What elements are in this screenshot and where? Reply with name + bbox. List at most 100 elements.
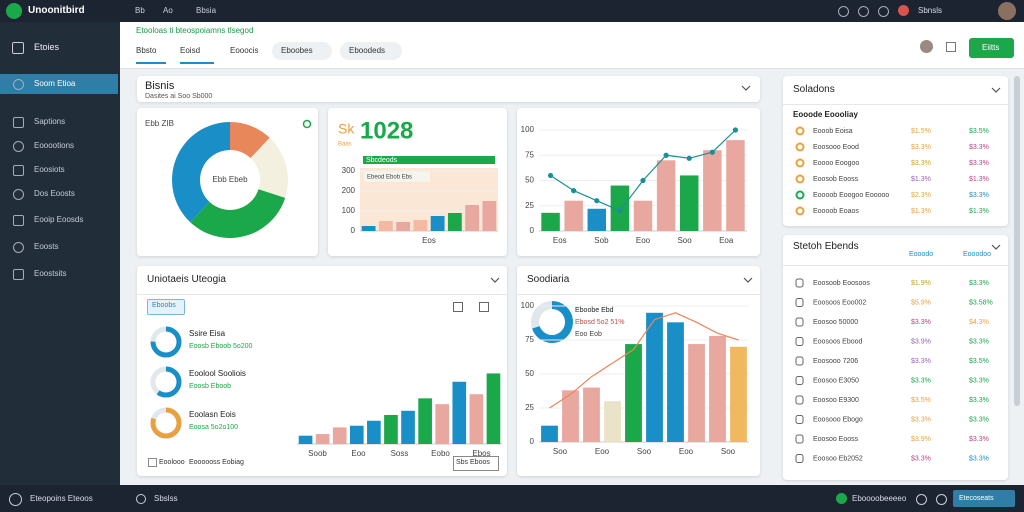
kpi-caption: Baas: [338, 142, 352, 148]
header-button[interactable]: [969, 38, 1014, 58]
y-tick-label: 0: [351, 226, 356, 235]
top-icon[interactable]: [838, 6, 849, 17]
y-tick-label: 100: [521, 125, 535, 134]
bar: [541, 425, 558, 442]
bar: [709, 335, 726, 442]
top-link[interactable]: Bb: [135, 6, 145, 15]
segments-card: Eboobe Ebd Ebosd 5o2 51% Eoo Eob 0 25 50 75 100…: [517, 266, 760, 476]
tab-pill[interactable]: [272, 42, 332, 60]
chevron: [741, 85, 751, 91]
overview-card: Bisnis Dasites ai Soo Sb000: [137, 76, 760, 102]
header: Etooloas ti bteospoiamns tlsegod Bbsto Eoi…: [120, 22, 1024, 69]
top-link[interactable]: Ao: [163, 6, 173, 15]
top-icon[interactable]: [858, 6, 869, 17]
bar: [349, 425, 364, 444]
sidebar-item[interactable]: Eooip Eoosds: [34, 215, 84, 224]
sidebar: Etoies Soom Etioa Saptions Eooootions Eoosio…: [0, 22, 120, 485]
line-marker: [709, 149, 715, 155]
bar: [465, 205, 480, 231]
row-icon: [795, 126, 805, 136]
sidebar-item[interactable]: Eoostsits: [34, 269, 67, 278]
card-canvas: Ssire Eisa Eoosb Eboob 5o200 Eoolool Sooli…: [150, 326, 502, 458]
row-name: Eoosoo E3050: [813, 377, 859, 384]
bar: [413, 220, 428, 231]
tab[interactable]: Eboodeds: [349, 46, 386, 55]
top-bar: Unoonitbird Bb Ao Bbsia Sbnsls: [0, 0, 1024, 22]
avatar[interactable]: [998, 2, 1016, 20]
scrollbar[interactable]: [1014, 76, 1020, 406]
active-item[interactable]: [0, 74, 118, 94]
divider: [783, 104, 1008, 105]
sidebar-item[interactable]: Eooootions: [34, 141, 75, 150]
tab[interactable]: Eboobes: [281, 46, 313, 55]
row-icon: [795, 142, 805, 152]
row-value: $3.3%: [911, 358, 931, 365]
bar: [564, 200, 583, 231]
bar: [469, 394, 484, 444]
tab-pill[interactable]: [340, 42, 402, 60]
card-title: Stetoh Ebends: [793, 241, 859, 252]
item-icon: [13, 189, 24, 200]
button-label[interactable]: Etecoseats: [959, 495, 994, 502]
icon[interactable]: [479, 302, 489, 312]
y-tick-label: 25: [525, 201, 534, 210]
y-tick-label: 100: [521, 301, 535, 310]
notification[interactable]: [898, 5, 909, 16]
x-tick-label: Ebos: [472, 449, 490, 458]
row-value: $3.9%: [911, 338, 931, 345]
progress-bar: [363, 156, 495, 164]
sidebar-item[interactable]: Soom Etioa: [34, 79, 76, 88]
sidebar-item[interactable]: Dos Eoosts: [34, 189, 75, 198]
item-icon: [13, 141, 24, 152]
filter-chip[interactable]: [147, 299, 185, 315]
chevron-icon: [743, 277, 753, 283]
row-value: $3.3%: [911, 160, 931, 167]
tab[interactable]: Eooocis: [230, 46, 259, 55]
sidebar-item[interactable]: Eoosiots: [34, 165, 65, 174]
footer-chip[interactable]: [453, 456, 499, 471]
row-value: $1.5%: [911, 128, 931, 135]
gauge-title: Ssire Eisa: [189, 329, 226, 338]
card-canvas: Eoosoob Eoosoos $1.9% $3.3% Eoosoos Eoo002 $…: [795, 278, 993, 463]
line-marker: [547, 172, 554, 179]
row-name: Eoosooo Ebogo: [813, 416, 863, 423]
donut-card: Ebb ZIB Ebb Ebeb: [137, 108, 318, 256]
bottom-bar: Eteopoins Eteoos Sbslss Eboooobeeeeo Etecos…: [0, 485, 1024, 512]
card-subtitle: Eooode Eoooliay: [793, 110, 858, 119]
row-value: $1.3%: [911, 176, 931, 183]
chevron-icon: [991, 244, 1001, 250]
filter-label[interactable]: Eboobs: [152, 302, 176, 309]
bar: [401, 410, 415, 444]
row-name: Eoosoob Eoosoos: [813, 280, 870, 287]
checkbox[interactable]: [148, 458, 157, 467]
footer-button[interactable]: [953, 490, 1015, 507]
icon[interactable]: [916, 494, 927, 505]
user-name[interactable]: Sbnsls: [918, 6, 943, 15]
bar: [583, 387, 600, 442]
row-value: $3.3%: [911, 319, 931, 326]
footer-label[interactable]: Sbs Eboos: [456, 459, 490, 466]
header-avatar[interactable]: [920, 40, 933, 53]
top-link[interactable]: Bbsia: [196, 6, 217, 15]
sidebar-item[interactable]: Saptions: [34, 117, 66, 126]
row-name: Eoosoo Eooss: [813, 436, 859, 443]
status-label: Sbslss: [154, 494, 178, 503]
gauge-detail: Eoosa 5o2o100: [189, 424, 238, 431]
info-label: Eboooobeeeeo: [852, 494, 907, 503]
tab[interactable]: Bbsto: [136, 46, 157, 55]
row-value: $3.3%: [969, 397, 989, 404]
top-icon[interactable]: [878, 6, 889, 17]
header-icon[interactable]: [946, 42, 956, 52]
bar: [625, 344, 642, 442]
bar: [541, 212, 560, 231]
sidebar-item[interactable]: Eoosts: [34, 242, 59, 251]
row-name: Eoosooo 7206: [813, 358, 858, 365]
icon[interactable]: [936, 494, 947, 505]
button-label[interactable]: Eiitts: [982, 43, 1000, 52]
footer-label: Eteopoins Eteoos: [30, 494, 93, 503]
icon[interactable]: [453, 302, 463, 312]
row-value: $3.5%: [911, 397, 931, 404]
tab[interactable]: Eoisd: [180, 46, 201, 55]
divider: [783, 265, 1008, 266]
bar: [730, 346, 747, 442]
